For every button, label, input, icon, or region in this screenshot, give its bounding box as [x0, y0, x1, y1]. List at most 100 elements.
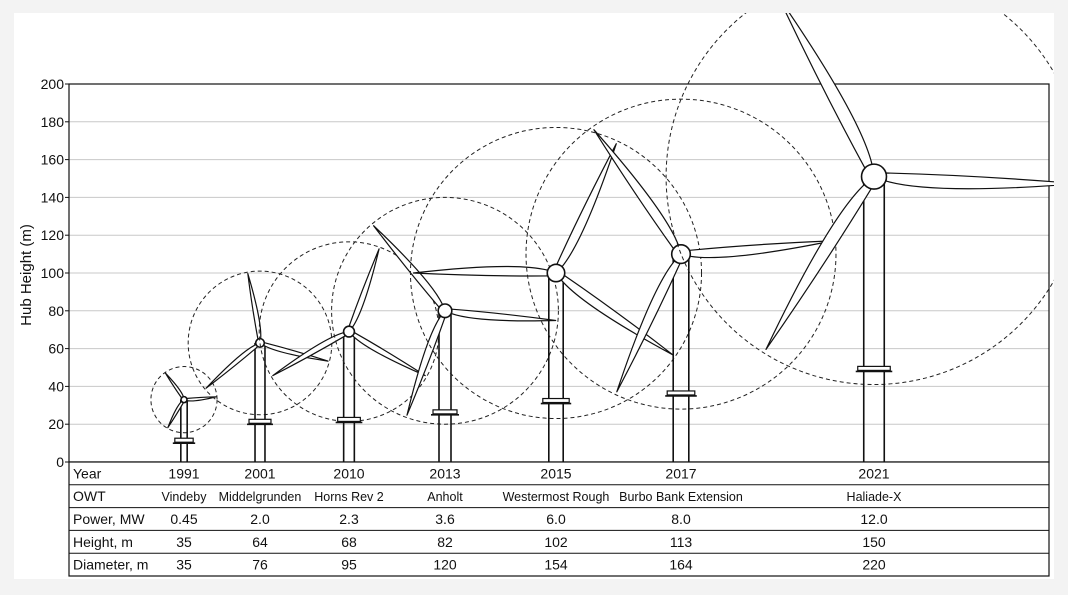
row-label-owt: OWT — [73, 488, 106, 504]
table-cell-year: 1991 — [168, 465, 199, 481]
hub — [437, 303, 453, 319]
blade — [263, 342, 329, 362]
turbine-2001 — [187, 270, 333, 462]
table-cell-height: 35 — [176, 534, 192, 550]
blade — [352, 332, 426, 377]
row-label-height: Height, m — [73, 534, 133, 550]
blade — [205, 344, 259, 389]
table-cell-power: 2.0 — [250, 511, 270, 527]
blade — [164, 372, 185, 400]
blade — [247, 273, 262, 340]
table-cell-power: 2.3 — [339, 511, 359, 527]
y-tick-label: 140 — [41, 189, 65, 205]
table-border — [68, 461, 1050, 577]
table-cell-power: 3.6 — [435, 511, 455, 527]
hub — [670, 244, 692, 265]
row-label-year: Year — [73, 465, 102, 481]
hub — [860, 163, 888, 190]
table-cell-name: Haliade-X — [847, 490, 903, 504]
turbine-2021 — [665, 13, 1054, 462]
table-cell-name: Burbo Bank Extension — [619, 490, 743, 504]
blade — [593, 129, 679, 249]
table-cell-diameter: 154 — [544, 557, 568, 573]
table-cell-diameter: 95 — [341, 557, 357, 573]
turbines — [150, 13, 1054, 462]
turbine-2017 — [525, 98, 837, 462]
table-cell-name: Anholt — [427, 490, 463, 504]
table-cell-diameter: 164 — [669, 557, 693, 573]
blade — [556, 143, 617, 268]
table-cell-name: Horns Rev 2 — [314, 490, 384, 504]
y-tick-label: 180 — [41, 114, 65, 130]
table-cell-year: 2013 — [429, 465, 460, 481]
y-tick-label: 60 — [48, 341, 64, 357]
rotor-circle — [150, 366, 218, 434]
turbine-2010 — [258, 241, 440, 462]
rotor-circle — [409, 126, 703, 420]
table-cell-diameter: 120 — [433, 557, 457, 573]
data-table: Year 1991 2001 2010 2013 2015 2017 2021 OWT Vinde… — [68, 461, 1050, 577]
y-axis-label: Hub Height (m) — [18, 224, 35, 326]
transition-piece — [432, 409, 458, 415]
y-tick-label: 0 — [56, 454, 64, 470]
table-cell-height: 150 — [862, 534, 886, 550]
table-cell-diameter: 35 — [176, 557, 192, 573]
table-cell-height: 64 — [252, 534, 268, 550]
table-cell-power: 6.0 — [546, 511, 566, 527]
figure-frame: 0 20 40 60 80 100 120 140 160 180 200 Hub Height (… — [14, 13, 1054, 579]
y-tick-label: 200 — [41, 76, 65, 92]
hub — [546, 263, 566, 283]
turbine-chart: 0 20 40 60 80 100 120 140 160 180 200 Hub Height (… — [18, 13, 1054, 577]
row-label-power: Power, MW — [73, 511, 145, 527]
y-tick-label: 120 — [41, 227, 65, 243]
y-tick-label: 80 — [48, 303, 64, 319]
table-cell-year: 2021 — [858, 465, 889, 481]
turbine-1991 — [150, 366, 218, 462]
table-cell-height: 113 — [670, 534, 693, 550]
table-cell-power: 12.0 — [860, 511, 887, 527]
blade — [373, 225, 443, 308]
table-cell-height: 102 — [544, 534, 568, 550]
blade — [689, 240, 833, 259]
y-tick-label: 40 — [48, 378, 64, 394]
table-cell-name: Vindeby — [162, 490, 208, 504]
transition-piece — [542, 397, 570, 404]
hub — [180, 395, 188, 404]
blade — [348, 248, 380, 328]
table-cell-year: 2017 — [665, 465, 696, 481]
table-cell-diameter: 76 — [252, 557, 268, 573]
table-cell-power: 0.45 — [170, 511, 197, 527]
blade — [167, 400, 185, 429]
table-cell-name: Middelgrunden — [219, 490, 302, 504]
y-tick-labels: 0 20 40 60 80 100 120 140 160 180 200 — [41, 76, 65, 470]
transition-piece — [337, 416, 361, 423]
transition-piece — [174, 437, 194, 443]
table-cell-year: 2010 — [333, 465, 364, 481]
table-cell-name: Westermost Rough — [503, 490, 610, 504]
transition-piece — [248, 418, 272, 424]
y-tick-label: 100 — [41, 265, 65, 281]
blade — [785, 13, 873, 169]
table-cell-diameter: 220 — [862, 557, 886, 573]
blade — [185, 396, 217, 402]
rotor-circle — [665, 13, 1054, 385]
turbine-2013 — [331, 196, 559, 462]
transition-piece — [857, 365, 891, 371]
blade — [765, 184, 872, 350]
table-cell-power: 8.0 — [671, 511, 691, 527]
y-tick-label: 160 — [41, 152, 65, 168]
blade — [885, 172, 1054, 190]
blade — [412, 265, 548, 277]
rotor-circle — [331, 196, 559, 425]
table-cell-height: 82 — [437, 534, 453, 550]
y-tick-label: 20 — [48, 416, 64, 432]
row-label-diameter: Diameter, m — [73, 557, 148, 573]
table-cell-height: 68 — [341, 534, 357, 550]
table-cell-year: 2015 — [540, 465, 571, 481]
blade — [616, 260, 681, 393]
blade — [406, 315, 446, 416]
rotor-circle — [525, 98, 837, 410]
blade — [272, 332, 346, 377]
transition-piece — [666, 390, 696, 396]
table-cell-year: 2001 — [244, 465, 275, 481]
